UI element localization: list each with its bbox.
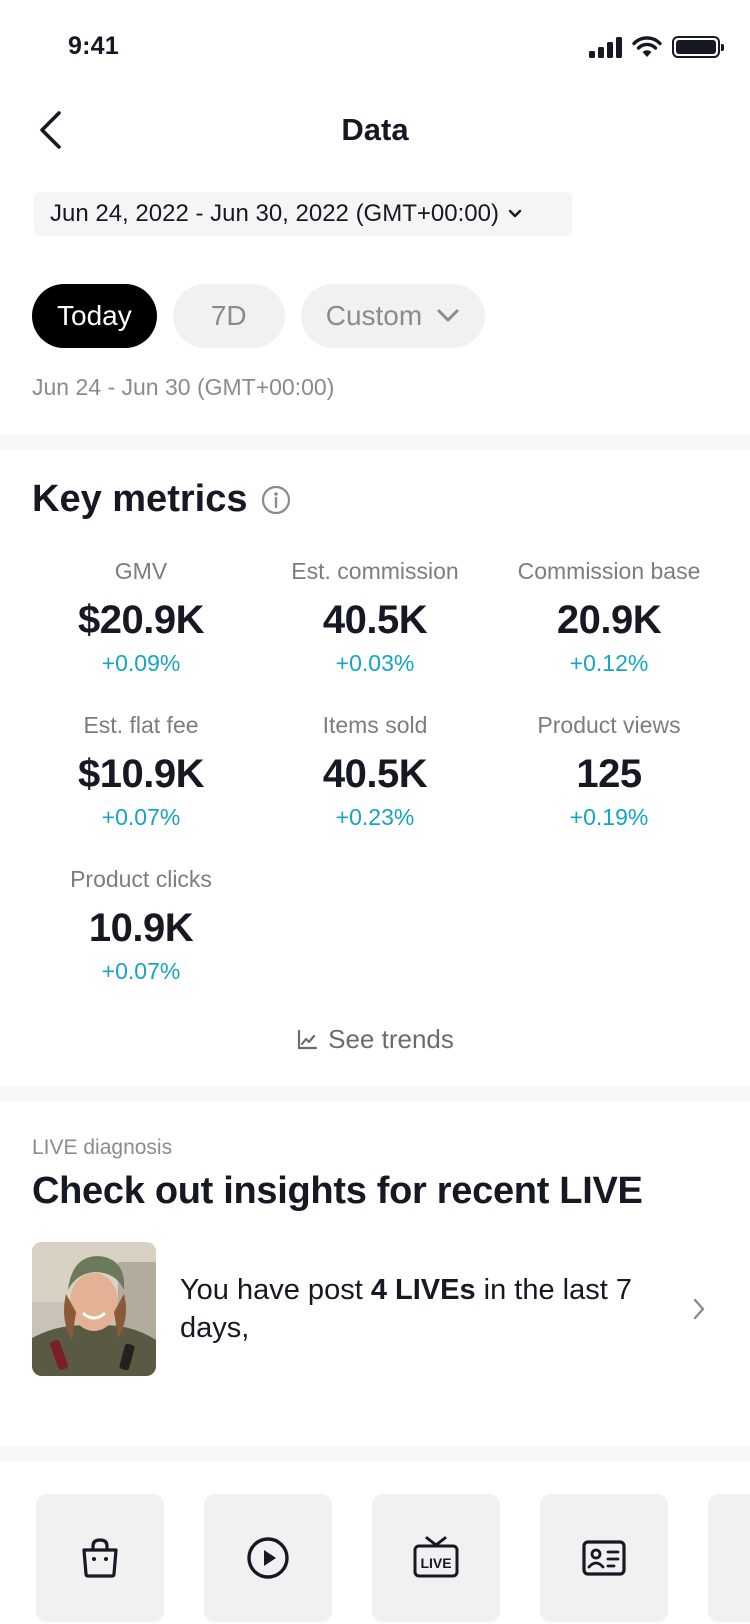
live-tv-icon: LIVE (413, 1536, 459, 1578)
metric-value: $20.9K (78, 598, 204, 642)
live-insight-suffix: in the last 7 days, (180, 1274, 632, 1344)
wifi-icon (632, 36, 662, 57)
live-thumbnail-image (32, 1242, 156, 1376)
metrics-grid: GMV $20.9K +0.09% Est. commission 40.5K … (24, 556, 726, 1018)
period-filter-chips: Today 7D Custom (32, 284, 486, 348)
metric-label: Commission base (517, 558, 701, 584)
status-icons (589, 34, 724, 60)
chip-custom[interactable]: Custom (300, 284, 486, 348)
metric-delta: +0.07% (101, 958, 181, 984)
metric-est-commission: Est. commission 40.5K +0.03% (258, 556, 492, 710)
shortcut-profile[interactable] (540, 1494, 668, 1622)
metric-label: Items sold (322, 712, 428, 738)
metric-delta: +0.03% (335, 650, 415, 676)
metrics-row: GMV $20.9K +0.09% Est. commission 40.5K … (24, 556, 726, 710)
cellular-signal-icon (589, 36, 622, 58)
metric-delta: +0.07% (101, 804, 181, 830)
metric-product-views: Product views 125 +0.19% (492, 710, 726, 864)
metric-delta: +0.09% (101, 650, 181, 676)
info-icon[interactable] (261, 485, 291, 515)
metric-label: Product clicks (70, 866, 212, 892)
metric-delta: +0.19% (569, 804, 649, 830)
live-diagnosis-title: Check out insights for recent LIVE (32, 1170, 643, 1212)
chip-7d[interactable]: 7D (172, 284, 285, 348)
chip-today-label: Today (57, 300, 132, 331)
metric-delta: +0.12% (569, 650, 649, 676)
section-divider (0, 1086, 750, 1102)
shortcut-live[interactable]: LIVE (372, 1494, 500, 1622)
metric-value: 40.5K (322, 598, 428, 642)
shortcut-more[interactable] (708, 1494, 750, 1622)
metric-est-flat-fee: Est. flat fee $10.9K +0.07% (24, 710, 258, 864)
back-button[interactable] (28, 108, 72, 152)
live-insight-prefix: You have post (180, 1274, 371, 1306)
metric-value: 40.5K (322, 752, 428, 796)
nav-header: Data (0, 96, 750, 168)
chevron-right-icon (692, 1297, 706, 1321)
chevron-down-icon (507, 208, 523, 220)
section-divider (0, 434, 750, 450)
metric-items-sold: Items sold 40.5K +0.23% (258, 710, 492, 864)
metric-commission-base: Commission base 20.9K +0.12% (492, 556, 726, 710)
chip-custom-label: Custom (325, 300, 423, 331)
shortcut-row: LIVE (36, 1494, 750, 1622)
status-bar: 9:41 (0, 0, 750, 96)
status-time: 9:41 (68, 32, 119, 60)
metric-value: $10.9K (78, 752, 204, 796)
selected-range-text: Jun 24 - Jun 30 (GMT+00:00) (32, 374, 335, 400)
date-range-selector[interactable]: Jun 24, 2022 - Jun 30, 2022 (GMT+00:00) (34, 192, 572, 236)
metric-value: 10.9K (88, 906, 194, 950)
section-divider (0, 1446, 750, 1462)
metrics-row: Product clicks 10.9K +0.07% (24, 864, 726, 1018)
chip-7d-label: 7D (210, 300, 247, 331)
metric-product-clicks: Product clicks 10.9K +0.07% (24, 864, 258, 1018)
metric-gmv: GMV $20.9K +0.09% (24, 556, 258, 710)
metric-label: Est. commission (291, 558, 459, 584)
id-card-icon (582, 1540, 626, 1576)
metrics-row: Est. flat fee $10.9K +0.07% Items sold 4… (24, 710, 726, 864)
see-trends-button[interactable]: See trends (0, 1024, 750, 1055)
shopping-bag-icon (82, 1538, 118, 1578)
metric-value: 125 (576, 752, 642, 796)
live-count-highlight: 4 LIVEs (370, 1274, 476, 1306)
live-insight-text: You have post 4 LIVEs in the last 7 days… (180, 1271, 660, 1347)
metric-label: Est. flat fee (83, 712, 199, 738)
metric-value: 20.9K (556, 598, 662, 642)
metric-label: Product views (537, 712, 681, 738)
metric-label: GMV (114, 558, 168, 584)
date-range-label: Jun 24, 2022 - Jun 30, 2022 (GMT+00:00) (50, 200, 499, 227)
shortcut-video[interactable] (204, 1494, 332, 1622)
live-icon-text: LIVE (420, 1555, 451, 1571)
see-trends-label: See trends (328, 1024, 454, 1054)
metric-delta: +0.23% (335, 804, 415, 830)
live-diagnosis-label: LIVE diagnosis (32, 1136, 173, 1159)
live-insight-card[interactable]: You have post 4 LIVEs in the last 7 days… (32, 1242, 722, 1376)
play-circle-icon (247, 1537, 289, 1579)
key-metrics-title-text: Key metrics (32, 478, 248, 520)
chevron-left-icon (40, 111, 61, 149)
shortcut-shop[interactable] (36, 1494, 164, 1622)
chip-today[interactable]: Today (32, 284, 157, 348)
page-title: Data (341, 112, 409, 147)
key-metrics-title: Key metrics (32, 478, 291, 521)
trend-chart-icon (298, 1029, 318, 1049)
chevron-down-icon (437, 309, 459, 322)
battery-icon (672, 36, 724, 58)
